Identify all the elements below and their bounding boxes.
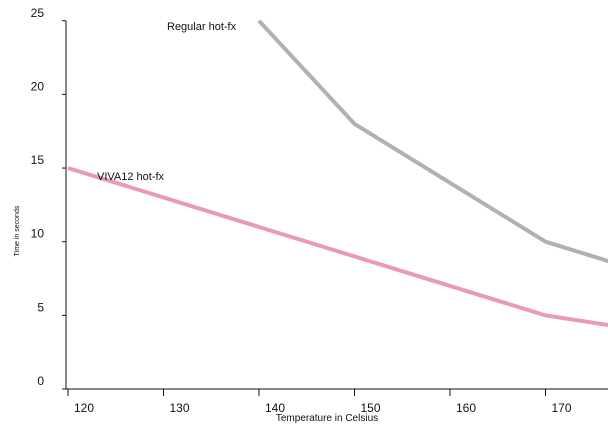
series-line-viva12 xyxy=(67,166,608,328)
y-tick-label: 5 xyxy=(37,300,44,314)
y-tick-label: 15 xyxy=(31,153,45,167)
series-label-regular: Regular hot-fx xyxy=(167,21,237,33)
x-tick-label: 130 xyxy=(169,401,189,415)
y-axis-title: Time in seconds xyxy=(14,205,21,256)
series-line-regular xyxy=(257,19,608,264)
series-lines xyxy=(67,19,608,328)
x-tick-label: 170 xyxy=(551,401,571,415)
axes: 1201301401501601701801902002102202302400… xyxy=(31,6,608,415)
x-axis-title: Temperature in Celsius xyxy=(276,413,378,424)
y-tick-label: 25 xyxy=(31,6,45,20)
x-tick-label: 140 xyxy=(265,401,285,415)
x-tick-label: 150 xyxy=(360,401,380,415)
y-tick-label: 0 xyxy=(37,374,44,388)
y-tick-label: 20 xyxy=(31,79,45,93)
series-labels: Regular hot-fx VIVA12 hot-fx xyxy=(97,21,237,183)
series-label-viva12: VIVA12 hot-fx xyxy=(97,171,165,183)
x-tick-label: 120 xyxy=(74,401,94,415)
x-tick-label: 160 xyxy=(456,401,476,415)
y-tick-label: 10 xyxy=(31,227,45,241)
